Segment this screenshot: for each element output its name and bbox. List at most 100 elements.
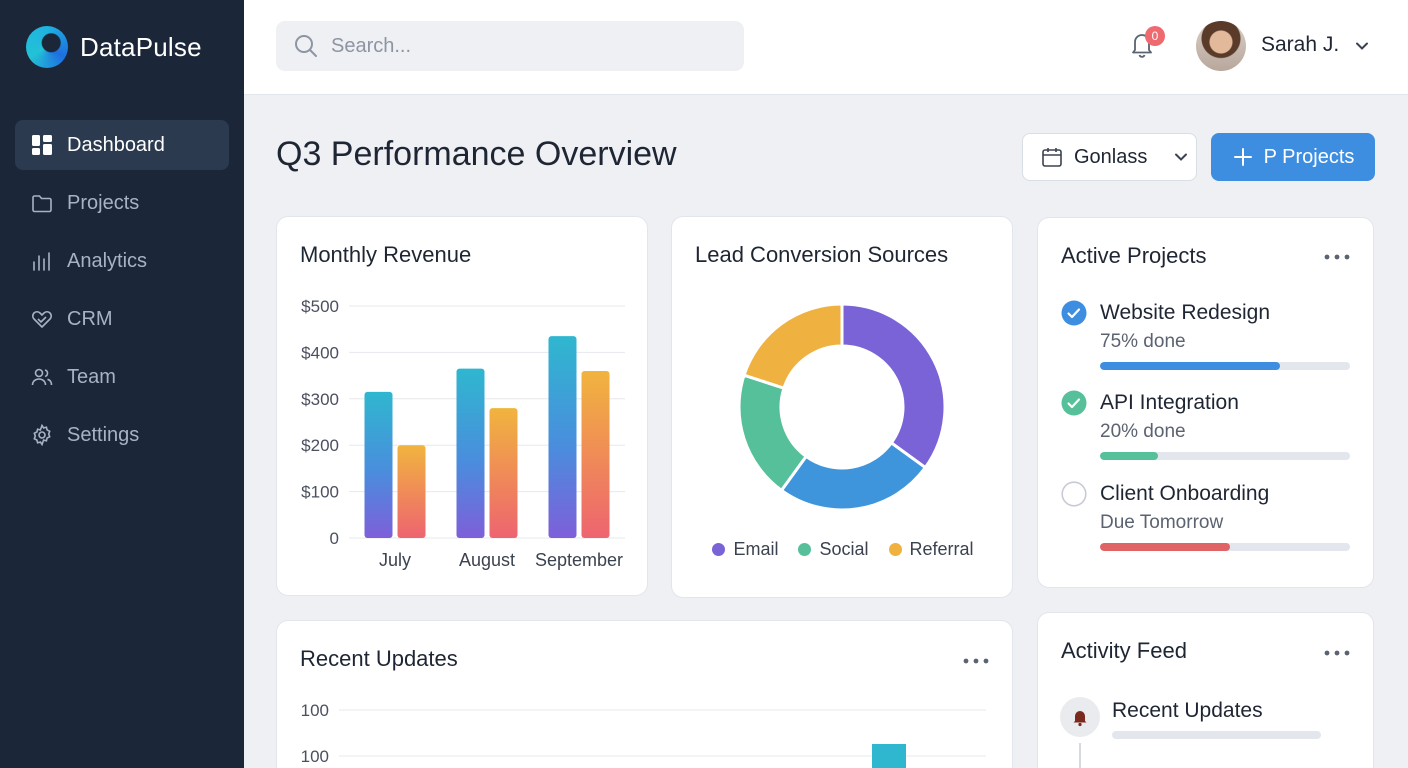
sidebar-item-label: Settings bbox=[67, 423, 140, 446]
donut-slice bbox=[840, 302, 947, 470]
legend-item-email: Email bbox=[712, 539, 778, 560]
progress-fill bbox=[1100, 452, 1158, 460]
revenue-bar bbox=[364, 391, 393, 538]
legend-dot bbox=[712, 543, 726, 556]
revenue-bar bbox=[456, 368, 485, 538]
project-status: Due Tomorrow bbox=[1100, 512, 1224, 533]
add-project-button[interactable]: P Projects bbox=[1211, 133, 1375, 181]
recent-updates-card: Recent Updates 100 100 bbox=[276, 620, 1013, 768]
search-box[interactable] bbox=[276, 21, 744, 71]
chart-legend: Email Social Referral bbox=[672, 539, 1014, 560]
recent-updates-chart: 100 100 bbox=[301, 701, 986, 768]
y-tick-label: 0 bbox=[330, 529, 339, 548]
search-input[interactable] bbox=[331, 34, 711, 58]
more-options-icon[interactable] bbox=[1322, 252, 1352, 262]
sidebar-item-team[interactable]: Team bbox=[15, 352, 229, 402]
card-title: Lead Conversion Sources bbox=[695, 242, 949, 267]
project-status: 20% done bbox=[1100, 421, 1186, 442]
lead-conversion-card: Lead Conversion Sources Email Social Ref… bbox=[671, 216, 1013, 598]
x-tick-label: July bbox=[379, 550, 411, 570]
sidebar-nav: Dashboard Projects Analytics CRM Team Se… bbox=[15, 120, 229, 468]
card-title: Recent Updates bbox=[300, 646, 458, 671]
card-title: Activity Feed bbox=[1061, 638, 1187, 663]
progress-fill bbox=[1100, 543, 1230, 551]
more-options-icon[interactable] bbox=[1322, 648, 1352, 658]
x-tick-label: September bbox=[535, 550, 623, 570]
lead-conversion-donut bbox=[737, 302, 947, 512]
notifications-button[interactable]: 0 bbox=[1126, 26, 1165, 64]
y-tick-label: $500 bbox=[301, 297, 339, 316]
legend-item-social: Social bbox=[798, 539, 869, 560]
activity-text-placeholder bbox=[1112, 731, 1321, 739]
revenue-bar bbox=[548, 336, 577, 538]
bell-icon bbox=[1073, 711, 1087, 727]
sidebar-item-dashboard[interactable]: Dashboard bbox=[15, 120, 229, 170]
activity-title[interactable]: Recent Updates bbox=[1112, 699, 1263, 722]
monthly-revenue-card: Monthly Revenue 0 $100 $200 $300 $400 $500 Jul… bbox=[276, 216, 648, 596]
sidebar-item-crm[interactable]: CRM bbox=[15, 294, 229, 344]
more-options-icon[interactable] bbox=[961, 656, 991, 666]
legend-label: Email bbox=[733, 539, 779, 559]
legend-item-referral: Referral bbox=[888, 539, 974, 560]
card-title: Active Projects bbox=[1061, 243, 1207, 268]
legend-dot bbox=[798, 543, 812, 556]
date-filter-label: Gonlass bbox=[1074, 145, 1148, 168]
sidebar-item-settings[interactable]: Settings bbox=[15, 410, 229, 460]
page-title: Q3 Performance Overview bbox=[276, 135, 677, 173]
y-tick-label: $300 bbox=[301, 390, 339, 409]
sidebar-item-label: Dashboard bbox=[67, 133, 165, 156]
team-icon bbox=[31, 368, 53, 386]
chevron-down-icon bbox=[1175, 153, 1188, 161]
topbar: 0 Sarah J. bbox=[244, 0, 1408, 95]
active-projects-card: Active Projects Website Redesign 75% don… bbox=[1037, 217, 1374, 588]
legend-dot bbox=[888, 543, 902, 556]
update-bar bbox=[872, 744, 906, 768]
timeline-connector bbox=[1079, 743, 1081, 768]
revenue-bar bbox=[581, 370, 610, 538]
sidebar-item-label: Analytics bbox=[67, 249, 148, 272]
brand[interactable]: DataPulse bbox=[26, 26, 202, 68]
progress-fill bbox=[1100, 362, 1280, 370]
brand-logo-icon bbox=[26, 26, 68, 68]
sidebar-item-analytics[interactable]: Analytics bbox=[15, 236, 229, 286]
y-tick-label: 100 bbox=[301, 701, 329, 720]
user-name[interactable]: Sarah J. bbox=[1261, 33, 1340, 56]
check-circle-icon bbox=[1061, 300, 1087, 326]
card-title: Monthly Revenue bbox=[300, 242, 472, 267]
chevron-down-icon[interactable] bbox=[1352, 36, 1372, 56]
gear-icon bbox=[33, 424, 51, 446]
add-project-label: P Projects bbox=[1263, 145, 1355, 168]
sidebar: DataPulse Dashboard Projects Analytics C… bbox=[0, 0, 244, 768]
brand-name: DataPulse bbox=[80, 31, 202, 62]
activity-avatar bbox=[1060, 697, 1100, 737]
avatar[interactable] bbox=[1196, 21, 1246, 71]
dashboard-icon bbox=[32, 135, 52, 155]
folder-icon bbox=[32, 195, 52, 213]
project-name: API Integration bbox=[1100, 391, 1239, 414]
date-filter-select[interactable]: Gonlass bbox=[1022, 133, 1197, 181]
notification-badge: 0 bbox=[1145, 26, 1165, 46]
revenue-bar bbox=[489, 408, 518, 538]
sidebar-item-label: Team bbox=[67, 365, 116, 388]
legend-label: Referral bbox=[909, 539, 974, 559]
revenue-bar bbox=[397, 445, 426, 538]
sidebar-item-label: Projects bbox=[67, 191, 140, 214]
monthly-revenue-chart: 0 $100 $200 $300 $400 $500 July August September bbox=[301, 297, 625, 570]
y-tick-label: $200 bbox=[301, 436, 339, 455]
calendar-icon bbox=[1042, 148, 1062, 167]
check-circle-icon bbox=[1061, 390, 1087, 416]
project-status: 75% done bbox=[1100, 331, 1186, 352]
search-icon bbox=[295, 35, 317, 57]
x-tick-label: August bbox=[459, 550, 515, 570]
project-name: Client Onboarding bbox=[1100, 482, 1270, 505]
legend-label: Social bbox=[819, 539, 869, 559]
progress-bar bbox=[1100, 362, 1350, 370]
handshake-icon bbox=[31, 310, 53, 328]
donut-slice bbox=[742, 302, 844, 391]
progress-bar bbox=[1100, 543, 1350, 551]
activity-feed-card: Activity Feed Recent Updates bbox=[1037, 612, 1374, 768]
donut-slice bbox=[779, 440, 928, 512]
sidebar-item-projects[interactable]: Projects bbox=[15, 178, 229, 228]
y-tick-label: $400 bbox=[301, 343, 339, 362]
progress-bar bbox=[1100, 452, 1350, 460]
